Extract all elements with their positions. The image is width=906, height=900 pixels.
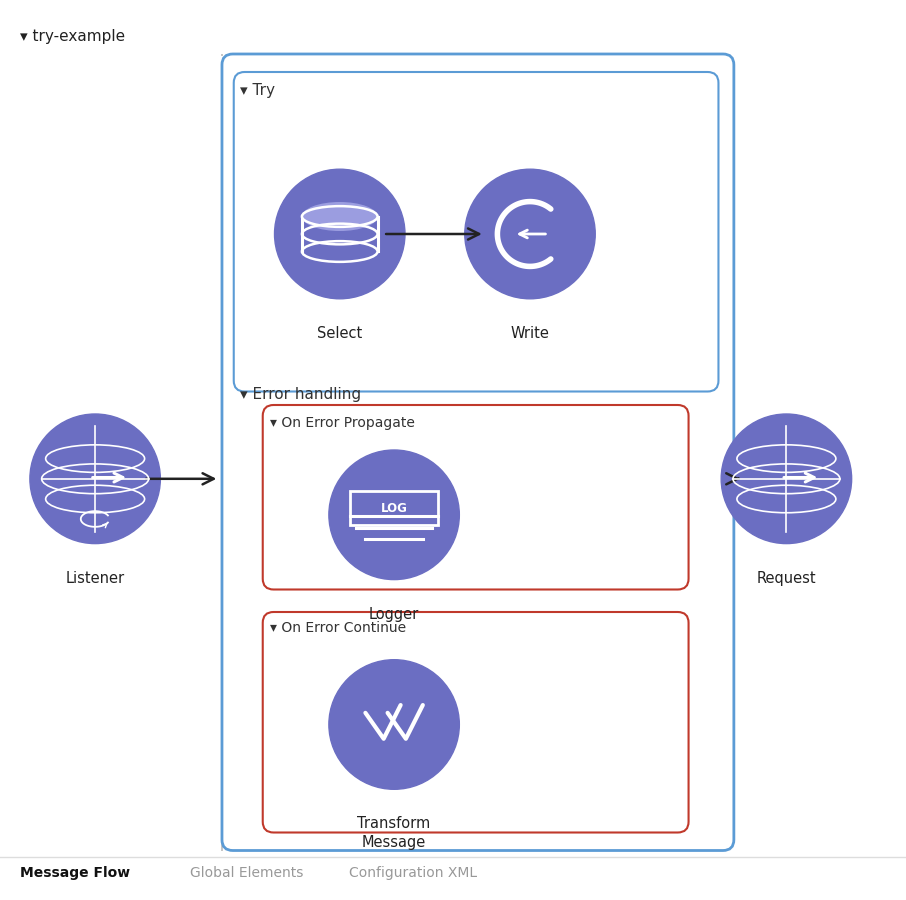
- FancyBboxPatch shape: [350, 491, 439, 525]
- Text: ▾ On Error Propagate: ▾ On Error Propagate: [270, 416, 415, 430]
- Text: Global Elements: Global Elements: [190, 866, 304, 880]
- FancyBboxPatch shape: [222, 54, 734, 850]
- FancyBboxPatch shape: [263, 612, 689, 832]
- Circle shape: [465, 169, 595, 299]
- Circle shape: [329, 660, 459, 789]
- Text: LOG: LOG: [381, 502, 408, 515]
- Ellipse shape: [302, 202, 378, 231]
- Text: ▾ try-example: ▾ try-example: [20, 29, 125, 44]
- Text: Message Flow: Message Flow: [20, 866, 130, 880]
- FancyBboxPatch shape: [234, 72, 718, 392]
- Text: Request: Request: [757, 571, 816, 586]
- Text: ▾ On Error Continue: ▾ On Error Continue: [270, 621, 406, 635]
- Text: Transform
Message: Transform Message: [358, 816, 430, 850]
- Text: Select: Select: [317, 326, 362, 341]
- Text: Configuration XML: Configuration XML: [349, 866, 477, 880]
- FancyBboxPatch shape: [263, 405, 689, 590]
- Text: Logger: Logger: [369, 607, 419, 622]
- Circle shape: [275, 169, 405, 299]
- Text: ▾ Try: ▾ Try: [240, 83, 275, 98]
- Text: ▾ Error handling: ▾ Error handling: [240, 387, 361, 402]
- Circle shape: [30, 414, 160, 544]
- Circle shape: [329, 450, 459, 580]
- Circle shape: [721, 414, 852, 544]
- Text: Write: Write: [511, 326, 549, 341]
- Text: Listener: Listener: [65, 571, 125, 586]
